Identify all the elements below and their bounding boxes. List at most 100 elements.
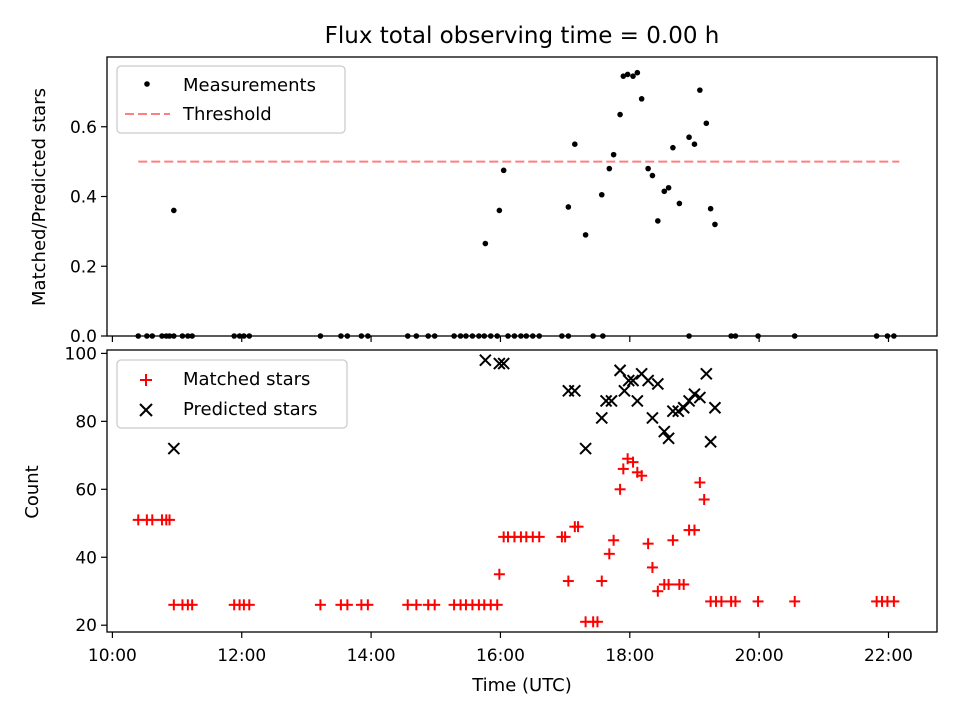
bottom-y-tick-label: 60 <box>75 480 97 500</box>
x-axis: 10:00 12:00 14:00 16:00 18:00 20:00 22:00 <box>88 632 913 666</box>
predicted-star-b <box>658 425 671 438</box>
matched-star-point <box>572 521 584 533</box>
matched-star-point <box>646 561 658 573</box>
predicted-star-b <box>641 374 655 387</box>
measurement-point <box>661 188 668 195</box>
measurement-point <box>712 221 718 228</box>
measurement-point <box>686 134 692 141</box>
matched-star-point <box>752 595 764 607</box>
predicted-star-point <box>497 357 510 370</box>
x-tick-label: 18:00 <box>605 646 654 666</box>
predicted-star-point <box>672 404 685 418</box>
predicted-star-point <box>641 374 655 387</box>
predicted-star-point <box>646 411 659 425</box>
predicted-star-b <box>167 442 181 455</box>
top-plot-area <box>135 69 900 339</box>
predicted-star-b <box>568 384 582 397</box>
top-legend-box <box>116 65 346 134</box>
matched-star-point <box>491 599 503 611</box>
matched-star-point <box>341 599 353 611</box>
bottom-legend-box <box>116 359 348 429</box>
predicted-star-point <box>693 391 707 404</box>
measurement-point <box>707 205 714 212</box>
matched-star-point <box>591 616 603 628</box>
x-tick-label: 10:00 <box>88 646 137 666</box>
predicted-star-point <box>479 353 492 367</box>
measurement-point <box>703 120 710 127</box>
predicted-star-b <box>693 391 707 404</box>
predicted-star-b <box>631 394 644 408</box>
matched-star-point <box>667 534 679 546</box>
predicted-star-b <box>579 442 592 455</box>
matched-star-point <box>636 470 648 482</box>
predicted-star-b <box>595 411 608 425</box>
bottom-y-axis: 20 40 60 80 100 <box>65 344 107 636</box>
measurement-point <box>482 240 489 247</box>
measurement-point <box>496 207 503 214</box>
matched-star-point <box>617 463 629 475</box>
predicted-star-point <box>599 394 613 408</box>
predicted-star-point <box>605 394 618 408</box>
bottom-panel: 20 40 60 80 100 10:00 12:00 14:00 16:00 18:00 20:… <box>22 344 938 696</box>
predicted-star-point <box>493 357 506 370</box>
matched-star-point <box>146 514 158 526</box>
x-tick-label: 20:00 <box>735 646 784 666</box>
bottom-y-tick-label: 20 <box>75 616 97 636</box>
matched-star-point <box>533 531 545 543</box>
predicted-star-b <box>599 394 613 408</box>
predicted-star-point <box>700 367 713 380</box>
predicted-star-b <box>646 411 659 425</box>
measurement-point <box>665 184 672 191</box>
predicted-star-point <box>662 432 675 445</box>
matched-star-point <box>715 595 727 607</box>
legend-predicted-label: Predicted stars <box>183 399 317 420</box>
matched-star-point <box>789 595 801 607</box>
x-tick-label: 12:00 <box>217 646 266 666</box>
predicted-star-point <box>704 435 717 448</box>
measurement-point <box>620 73 627 79</box>
matched-star-point <box>493 568 505 580</box>
predicted-star-b <box>493 357 506 370</box>
predicted-star-b <box>666 404 680 418</box>
top-y-tick-label: 0.4 <box>70 188 97 208</box>
x-axis-label: Time (UTC) <box>471 675 572 696</box>
measurement-point <box>598 191 605 198</box>
measurement-point <box>606 165 613 172</box>
legend-matched-label: Matched stars <box>183 369 310 390</box>
measurement-point <box>638 96 645 102</box>
measurement-point <box>582 232 589 238</box>
bottom-y-tick-label: 80 <box>75 412 97 432</box>
predicted-star-b <box>651 377 665 391</box>
measurement-point <box>617 111 623 118</box>
top-panel: 0.0 0.2 0.4 0.6 Matched/Predicted stars Mea… <box>29 56 938 347</box>
predicted-star-b <box>613 364 627 377</box>
matched-star-point <box>652 585 664 597</box>
legend-threshold-label: Threshold <box>182 104 272 125</box>
matched-star-point <box>314 599 326 611</box>
matched-star-point <box>688 524 700 536</box>
bottom-y-axis-label: Count <box>22 465 43 518</box>
predicted-star-point <box>167 442 181 455</box>
bottom-plot-area <box>132 353 900 628</box>
matched-star-point <box>186 599 198 611</box>
predicted-star-b <box>626 374 640 387</box>
legend-predicted-marker <box>139 403 153 417</box>
chart-title: Flux total observing time = 0.00 h <box>325 23 720 49</box>
matched-star-point <box>559 531 571 543</box>
top-y-tick-label: 0.0 <box>70 327 97 347</box>
predicted-star-b <box>497 357 510 370</box>
measurement-point <box>610 151 617 158</box>
predicted-star-b <box>708 401 722 414</box>
measurement-point <box>572 141 578 147</box>
matched-star-point <box>410 599 422 611</box>
predicted-star-point <box>708 401 722 414</box>
predicted-star-b <box>700 367 713 380</box>
measurement-point <box>565 204 572 210</box>
matched-star-point <box>608 534 620 546</box>
matched-star-point <box>362 599 374 611</box>
predicted-star-b <box>635 367 648 380</box>
measurement-point <box>624 71 631 78</box>
bottom-axes-frame <box>106 349 938 633</box>
matched-star-point <box>698 493 710 505</box>
predicted-star-point <box>631 394 644 408</box>
